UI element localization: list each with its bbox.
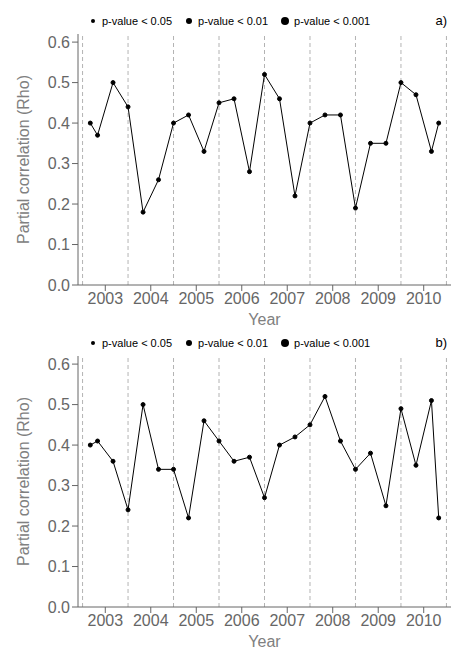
svg-text:0.5: 0.5	[48, 396, 70, 413]
svg-text:0.0: 0.0	[48, 277, 70, 294]
svg-text:0.6: 0.6	[48, 356, 70, 373]
svg-text:2006: 2006	[224, 612, 260, 629]
svg-text:0.1: 0.1	[48, 558, 70, 575]
html-text:p-value < 0.05: p-value < 0.05	[102, 14, 172, 27]
svg-text:2009: 2009	[360, 612, 396, 629]
svg-text:Year: Year	[248, 311, 281, 328]
svg-text:2003: 2003	[87, 612, 123, 629]
svg-text:0.1: 0.1	[48, 236, 70, 253]
svg-text:2004: 2004	[133, 290, 169, 307]
svg-text:0.6: 0.6	[48, 34, 70, 51]
html-text:b): b)	[435, 335, 447, 350]
svg-text:Partial correlation (Rho): Partial correlation (Rho)	[15, 397, 32, 566]
svg-text:2006: 2006	[224, 290, 260, 307]
svg-text:2005: 2005	[178, 612, 214, 629]
svg-text:0.3: 0.3	[48, 477, 70, 494]
svg-text:Year: Year	[248, 633, 281, 650]
svg-text:2010: 2010	[406, 612, 442, 629]
html-text:p-value < 0.05: p-value < 0.05	[102, 336, 172, 349]
svg-text:2007: 2007	[269, 612, 305, 629]
svg-text:2010: 2010	[406, 290, 442, 307]
svg-text:Partial correlation (Rho): Partial correlation (Rho)	[15, 75, 32, 244]
svg-text:2004: 2004	[133, 612, 169, 629]
svg-text:2007: 2007	[269, 290, 305, 307]
svg-text:0.3: 0.3	[48, 155, 70, 172]
html-text:p-value < 0.001: p-value < 0.001	[294, 14, 371, 27]
svg-text:0.2: 0.2	[48, 196, 70, 213]
html-text:p-value < 0.01: p-value < 0.01	[198, 336, 269, 349]
html-text:p-value < 0.001: p-value < 0.001	[294, 336, 371, 349]
svg-text:0.4: 0.4	[48, 115, 70, 132]
svg-text:0.4: 0.4	[48, 437, 70, 454]
svg-text:0.0: 0.0	[48, 599, 70, 616]
svg-text:2008: 2008	[315, 612, 351, 629]
svg-text:2003: 2003	[87, 290, 123, 307]
svg-text:2009: 2009	[360, 290, 396, 307]
svg-text:0.5: 0.5	[48, 74, 70, 91]
html-text:p-value < 0.01: p-value < 0.01	[198, 14, 269, 27]
html-text:a): a)	[435, 13, 447, 28]
svg-text:2008: 2008	[315, 290, 351, 307]
svg-text:0.2: 0.2	[48, 518, 70, 535]
svg-text:2005: 2005	[178, 290, 214, 307]
